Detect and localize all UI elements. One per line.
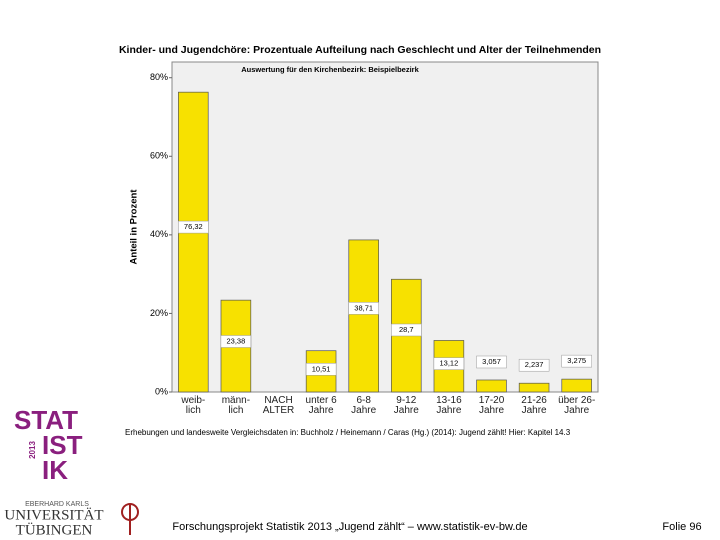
value-label: 3,057 xyxy=(482,357,501,366)
footer-text: Forschungsprojekt Statistik 2013 „Jugend… xyxy=(172,521,527,533)
y-tick-label: 0% xyxy=(155,386,168,396)
value-label-box xyxy=(220,335,252,348)
y-tick-label: 60% xyxy=(150,151,168,161)
x-tick-label: über 26- Jahre xyxy=(558,395,596,416)
logo-year: 2013 xyxy=(28,441,37,459)
y-tick-label: 20% xyxy=(150,308,168,318)
logo-text: IK xyxy=(42,455,68,485)
university-text: EBERHARD KARLS xyxy=(25,501,89,508)
university-text: TÜBINGEN xyxy=(16,521,93,538)
value-label-box xyxy=(178,220,209,234)
value-label-box xyxy=(348,302,379,315)
source-note: Erhebungen und landesweite Vergleichsdat… xyxy=(125,428,571,437)
x-tick-label: weib- lich xyxy=(181,395,206,416)
university-text: UNIVERSITÄT xyxy=(4,506,103,523)
x-tick-label: 17-20 Jahre xyxy=(478,395,505,416)
x-tick-label: 9-12 Jahre xyxy=(393,395,419,416)
x-tick-label: 13-16 Jahre xyxy=(436,395,462,416)
value-label-box xyxy=(305,363,337,376)
value-label: 38,71 xyxy=(354,303,373,312)
value-label: 28,7 xyxy=(399,325,414,334)
value-label: 13,12 xyxy=(440,359,459,368)
y-tick-label: 80% xyxy=(150,72,168,82)
logo-text: STAT xyxy=(14,405,78,435)
value-label-box xyxy=(561,354,592,368)
slide-number: Folie 96 xyxy=(662,521,701,533)
value-label: 3,275 xyxy=(567,356,586,365)
value-label: 2,237 xyxy=(525,360,544,369)
bar xyxy=(518,382,550,393)
value-label: 76,32 xyxy=(184,222,203,231)
value-label: 10,51 xyxy=(312,364,331,373)
bar xyxy=(178,91,209,393)
bar xyxy=(476,379,507,393)
chart-subtitle: Auswertung für den Kirchenbezirk: Beispi… xyxy=(241,65,419,74)
x-tick-label: NACH ALTER xyxy=(262,395,295,416)
statistik-logo: STAT IST IK 2013 xyxy=(14,405,83,485)
value-label-box xyxy=(391,323,422,337)
university-seal xyxy=(121,503,139,535)
value-label: 23,38 xyxy=(227,336,246,345)
x-tick-label: 21-26 Jahre xyxy=(521,395,547,416)
value-label-box xyxy=(476,355,507,369)
value-label-box xyxy=(433,357,465,370)
y-axis-label: Anteil in Prozent xyxy=(129,189,140,265)
chart-title: Kinder- und Jugendchöre: Prozentuale Auf… xyxy=(119,44,601,56)
y-tick-label: 40% xyxy=(150,229,168,239)
x-tick-label: männ- lich xyxy=(221,395,251,416)
logo-text: IST xyxy=(42,430,83,460)
x-tick-label: 6-8 Jahre xyxy=(351,395,377,416)
bar xyxy=(348,239,379,393)
bar xyxy=(561,378,592,393)
value-label-box xyxy=(518,358,550,372)
x-tick-label: unter 6 Jahre xyxy=(305,395,337,416)
